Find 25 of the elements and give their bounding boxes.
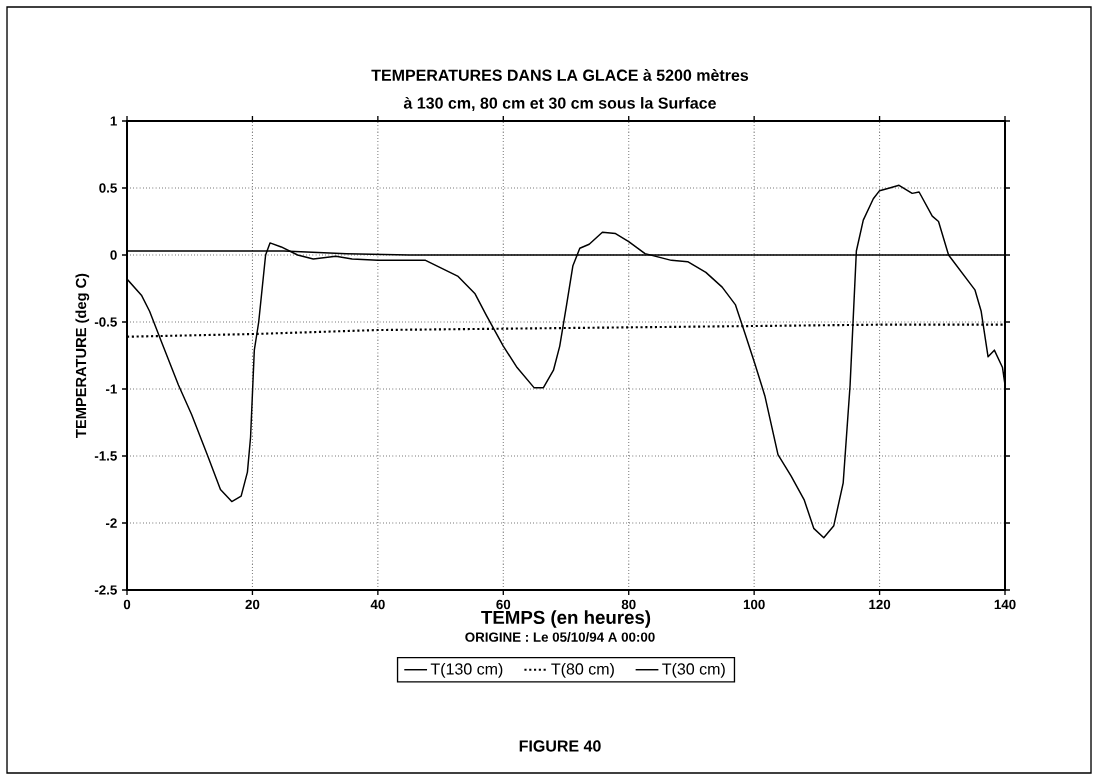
y-tick-label: 1 xyxy=(110,116,117,126)
legend-label: T(130 cm) xyxy=(430,662,503,678)
y-axis-title: TEMPERATURE (deg C) xyxy=(75,273,90,438)
y-tick-label: -1.5 xyxy=(94,451,117,461)
x-tick-label: 80 xyxy=(621,599,636,610)
y-tick-label: 0.5 xyxy=(99,183,117,193)
y-tick-label: -1 xyxy=(105,384,117,394)
y-tick-label: -2.5 xyxy=(94,585,117,595)
x-tick-label: 120 xyxy=(869,599,891,610)
caption: FIGURE 40 xyxy=(519,740,601,752)
text: ORIGINE : Le 05/10/94 A 00:00 xyxy=(465,632,655,642)
x-tick-label: 20 xyxy=(245,599,260,610)
x-tick-label: 0 xyxy=(123,599,131,610)
legend-label: T(30 cm) xyxy=(662,662,725,678)
y-tick-label: -2 xyxy=(105,518,117,528)
y-tick-label: -0.5 xyxy=(94,317,117,327)
chart-title: TEMPERATURES DANS LA GLACE à 5200 mètres xyxy=(371,69,749,81)
legend-label: T(80 cm) xyxy=(551,662,614,678)
y-tick-label: 0 xyxy=(110,250,117,260)
x-axis-title: TEMPS (en heures) xyxy=(481,610,651,628)
chart-subtitle: à 130 cm, 80 cm et 30 cm sous la Surface xyxy=(403,96,716,112)
x-tick-label: 100 xyxy=(743,599,765,610)
x-tick-label: 140 xyxy=(994,599,1016,610)
x-tick-label: 60 xyxy=(496,599,511,610)
x-tick-label: 40 xyxy=(370,599,385,610)
